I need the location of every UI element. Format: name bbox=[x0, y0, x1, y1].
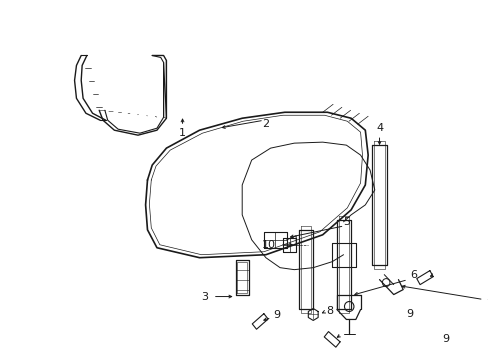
Text: 9: 9 bbox=[273, 310, 280, 320]
Text: 9: 9 bbox=[406, 310, 412, 319]
Text: 3: 3 bbox=[201, 292, 207, 302]
Text: 2: 2 bbox=[262, 119, 269, 129]
Text: 5: 5 bbox=[342, 217, 349, 227]
Text: 4: 4 bbox=[375, 123, 382, 133]
Text: 10: 10 bbox=[261, 240, 275, 250]
Text: 7: 7 bbox=[485, 298, 488, 309]
Text: 8: 8 bbox=[326, 306, 333, 316]
Text: 1: 1 bbox=[179, 128, 185, 138]
Text: 6: 6 bbox=[409, 270, 416, 280]
Text: 9: 9 bbox=[441, 334, 448, 345]
